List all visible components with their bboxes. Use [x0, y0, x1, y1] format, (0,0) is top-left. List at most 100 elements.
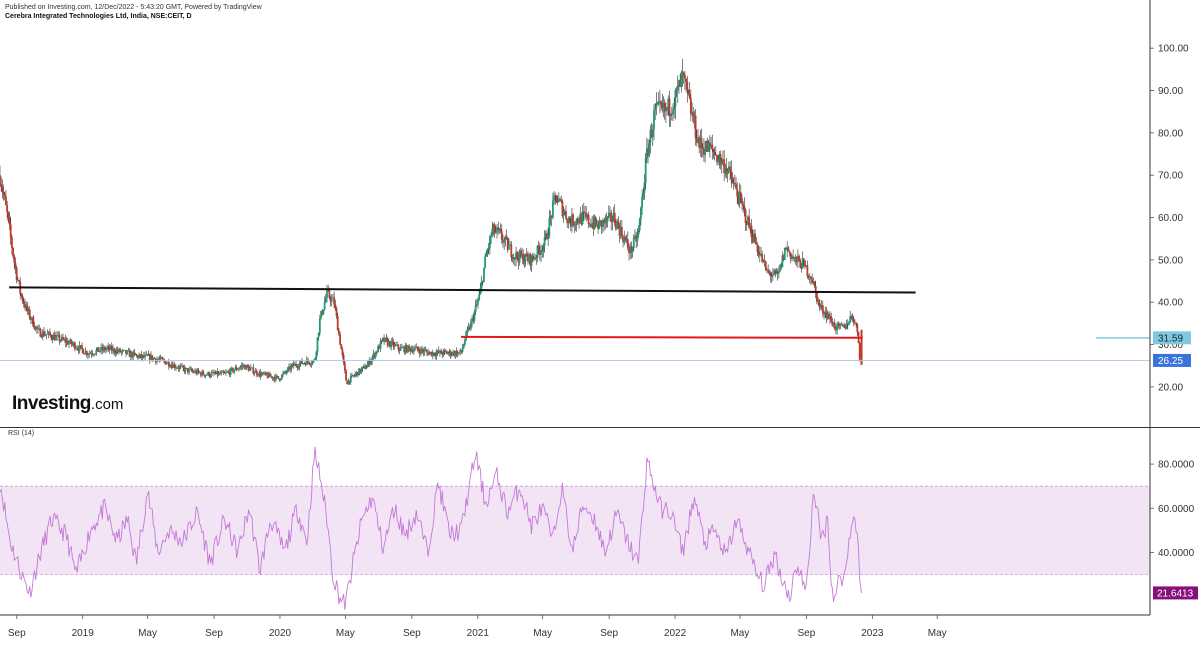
candle-up	[710, 144, 712, 148]
candle-up	[456, 352, 459, 356]
candle-down	[445, 350, 447, 352]
candle-down	[276, 375, 278, 377]
candle-down	[30, 318, 32, 320]
candle-down	[391, 341, 394, 342]
candle-down	[618, 226, 621, 236]
candle-down	[257, 374, 259, 376]
candle-down	[538, 249, 541, 255]
candle-up	[354, 373, 357, 376]
candle-down	[66, 340, 69, 345]
candle-down	[505, 236, 508, 239]
candle-down	[265, 372, 268, 375]
candle-up	[322, 309, 325, 315]
candle-down	[661, 104, 664, 109]
last-candle	[860, 329, 863, 365]
candle-up	[299, 360, 302, 364]
x-tick-label: 2020	[269, 628, 292, 639]
candle-up	[747, 216, 749, 225]
candle-up	[87, 354, 89, 356]
candle-down	[763, 259, 766, 262]
candle-down	[584, 212, 586, 214]
candle-up	[355, 372, 358, 374]
candle-up	[632, 237, 635, 249]
candle-down	[703, 148, 705, 155]
candle-up	[347, 380, 350, 385]
candle-down	[409, 347, 412, 352]
candle-down	[263, 372, 265, 374]
candle-down	[569, 222, 572, 227]
candle-down	[560, 199, 563, 202]
candle-down	[719, 154, 722, 165]
candle-up	[676, 85, 679, 90]
candle-down	[359, 368, 362, 373]
candle-down	[352, 375, 355, 376]
candle-down	[825, 311, 828, 319]
candle-down	[203, 374, 206, 377]
candle-up	[290, 365, 293, 370]
candle-up	[770, 275, 773, 277]
candle-down	[101, 346, 104, 351]
candle-down	[223, 372, 226, 374]
candle-down	[775, 271, 778, 274]
candle-down	[769, 272, 772, 277]
candle-up	[420, 348, 422, 354]
candle-down	[58, 334, 61, 342]
candle-down	[128, 350, 131, 357]
candle-up	[279, 379, 282, 381]
candle-down	[7, 212, 10, 218]
candle-down	[617, 220, 620, 227]
candle-down	[785, 247, 787, 250]
candle-down	[228, 371, 231, 375]
candle-down	[301, 360, 303, 364]
candle-up	[442, 350, 445, 355]
rsi-band	[0, 486, 1150, 575]
candle-up	[132, 351, 135, 358]
candle-up	[553, 195, 556, 201]
candle-down	[24, 303, 26, 308]
candle-down	[757, 251, 760, 256]
candle-down	[537, 245, 540, 250]
candle-down	[766, 269, 768, 271]
candle-down	[271, 376, 274, 379]
candle-up	[370, 361, 372, 365]
candle-up	[662, 103, 665, 109]
candle-up	[824, 311, 827, 315]
candle-up	[415, 346, 418, 348]
candle-down	[197, 369, 200, 373]
candle-down	[417, 349, 420, 352]
candle-down	[405, 345, 408, 353]
candle-down	[798, 255, 800, 261]
candle-up	[181, 365, 183, 367]
candle-up	[447, 353, 450, 355]
candle-up	[672, 110, 674, 115]
candle-down	[712, 149, 715, 153]
candle-down	[284, 371, 287, 373]
candle-down	[716, 155, 718, 163]
candle-up	[758, 253, 761, 256]
candle-down	[74, 342, 76, 349]
candle-up	[371, 357, 374, 362]
candle-down	[386, 339, 389, 346]
candle-up	[667, 98, 670, 110]
candle-down	[2, 191, 5, 195]
candle-down	[787, 247, 790, 252]
candle-up	[776, 273, 779, 275]
candle-down	[827, 313, 830, 319]
candle-up	[234, 367, 237, 371]
candle-up	[773, 270, 775, 275]
candle-down	[321, 311, 324, 315]
candle-up	[127, 350, 130, 352]
candle-down	[162, 358, 164, 360]
rsi-marker-box	[1153, 586, 1198, 600]
candle-down	[232, 368, 234, 373]
candle-up	[586, 214, 589, 218]
candle-up	[728, 166, 730, 171]
candle-up	[619, 227, 622, 236]
candle-down	[527, 256, 529, 262]
candle-down	[592, 223, 595, 229]
candle-up	[236, 369, 239, 371]
candle-up	[467, 327, 470, 330]
candle-up	[84, 351, 87, 354]
candle-down	[341, 349, 344, 356]
candle-up	[649, 129, 652, 144]
